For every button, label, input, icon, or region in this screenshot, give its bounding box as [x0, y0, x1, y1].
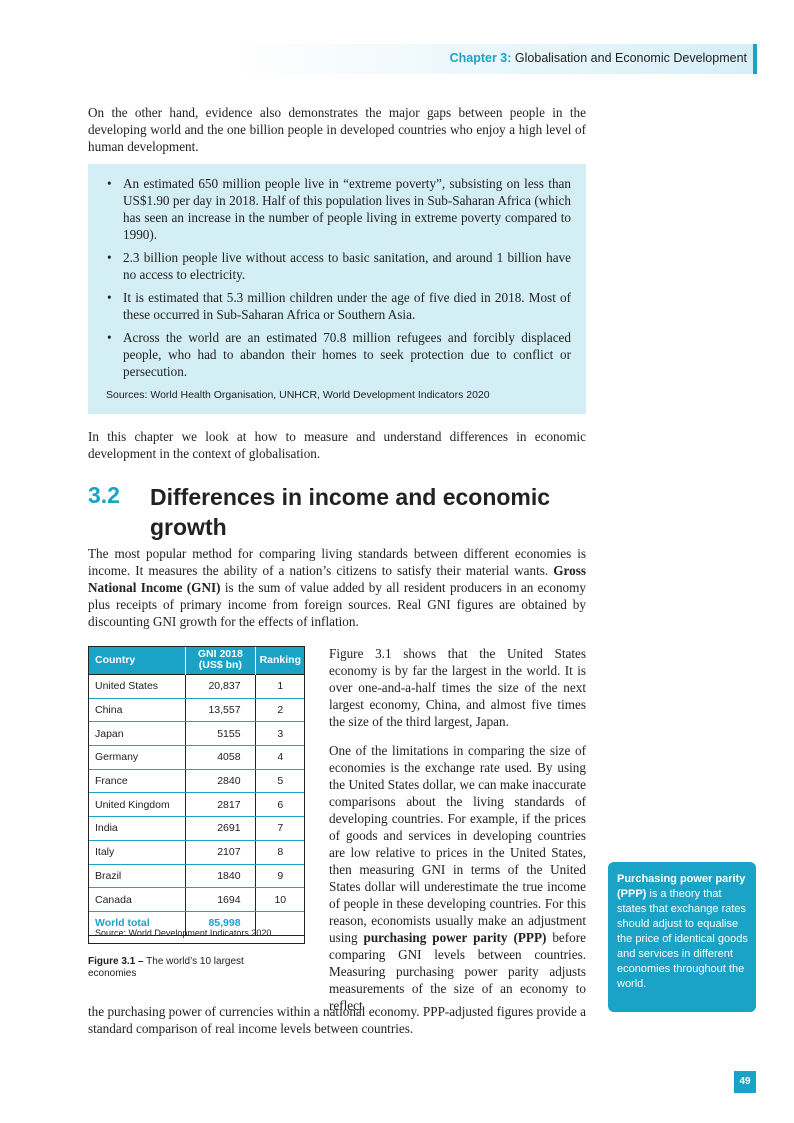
bullet-text: 2.3 billion people live without access t… [123, 250, 571, 282]
header-band [0, 44, 757, 74]
cell-gni: 2691 [185, 816, 256, 841]
figure-caption-text: The world’s 10 largest economies [88, 956, 244, 979]
table-header-row: Country GNI 2018 (US$ bn) Ranking [88, 646, 305, 675]
header-accent-bar [753, 44, 757, 74]
total-value: 85,998 [185, 911, 256, 936]
bullet-text: An estimated 650 million people live in … [123, 176, 571, 242]
definition-term: Purchasing power parity (PPP) [617, 873, 746, 900]
table-row: United Kingdom 2817 6 [88, 792, 305, 818]
section-title: Differences in income and economic growt… [150, 484, 551, 540]
cell-ranking: 9 [255, 864, 305, 889]
bullet-icon: • [107, 176, 112, 191]
list-item: • An estimated 650 million people live in… [106, 175, 571, 243]
cell-country: United States [88, 674, 186, 699]
para-text: One of the limitations in comparing the … [329, 743, 586, 945]
bullet-icon: • [107, 250, 112, 265]
column-header-country: Country [88, 646, 186, 675]
figure-discussion-paragraph: Figure 3.1 shows that the United States … [329, 646, 586, 729]
intro-paragraph: On the other hand, evidence also demonst… [88, 105, 586, 154]
column-header-gni: GNI 2018 (US$ bn) [185, 646, 256, 675]
cell-ranking: 6 [255, 792, 305, 818]
cell-ranking: 5 [255, 769, 305, 794]
para-text: The most popular method for comparing li… [88, 546, 586, 578]
cell-country: China [88, 698, 186, 723]
table-row: Japan 5155 3 [88, 721, 305, 747]
cell-gni: 13,557 [185, 698, 256, 723]
table-row: India 2691 7 [88, 816, 305, 841]
cell-ranking: 1 [255, 674, 305, 699]
chapter-title: Globalisation and Economic Development [514, 51, 747, 65]
cell-country: India [88, 816, 186, 841]
running-header: Chapter 3: Globalisation and Economic De… [450, 51, 747, 65]
table-row: Italy 2107 8 [88, 840, 305, 865]
table-row: Germany 4058 4 [88, 745, 305, 770]
exchange-rate-paragraph: One of the limitations in comparing the … [329, 742, 586, 1014]
cell-gni: 1694 [185, 887, 256, 912]
column-header-ranking: Ranking [254, 646, 305, 675]
cell-gni: 20,837 [185, 674, 256, 699]
total-ranking [255, 911, 305, 936]
chapter-label: Chapter 3: [449, 51, 512, 65]
figure-label: Figure 3.1 – [88, 956, 144, 967]
bullet-text: It is estimated that 5.3 million childre… [123, 290, 571, 322]
table-source: Source: World Development Indicators 202… [88, 922, 305, 944]
chapter-intro-paragraph: In this chapter we look at how to measur… [88, 429, 586, 461]
bullet-text: Across the world are an estimated 70.8 m… [123, 330, 571, 379]
cell-country: France [88, 769, 186, 794]
cell-gni: 1840 [185, 864, 256, 889]
table-row: Canada 1694 10 [88, 887, 305, 912]
definition-text: is a theory that states that exchange ra… [617, 888, 748, 990]
box-sources: Sources: World Health Organisation, UNHC… [106, 389, 490, 401]
facts-list: • An estimated 650 million people live in… [106, 175, 571, 386]
page-number: 49 [734, 1071, 756, 1093]
total-label: World total [88, 911, 186, 936]
para-text: is the sum of value added by all residen… [88, 580, 587, 629]
list-item: • Across the world are an estimated 70.8 … [106, 329, 571, 380]
cell-ranking: 2 [255, 698, 305, 723]
cell-ranking: 10 [255, 887, 305, 912]
table-total-row: World total 85,998 [88, 911, 305, 936]
key-term: purchasing power parity (PPP) [363, 930, 547, 945]
cell-country: United Kingdom [88, 792, 186, 818]
gni-paragraph: The most popular method for comparing li… [88, 545, 586, 630]
ppp-paragraph: the purchasing power of currencies withi… [88, 1004, 586, 1036]
cell-ranking: 7 [255, 816, 305, 841]
cell-gni: 2107 [185, 840, 256, 865]
cell-ranking: 3 [255, 721, 305, 747]
list-item: • 2.3 billion people live without access … [106, 249, 571, 283]
cell-gni: 2817 [185, 792, 256, 818]
cell-gni: 5155 [185, 721, 256, 747]
table-row: United States 20,837 1 [88, 674, 305, 699]
section-number: 3.2 [88, 482, 120, 508]
cell-country: Italy [88, 840, 186, 865]
cell-country: Canada [88, 887, 186, 912]
table-row: France 2840 5 [88, 769, 305, 794]
facts-box: • An estimated 650 million people live in… [88, 164, 586, 414]
figure-caption: Figure 3.1 – The world’s 10 largest econ… [88, 956, 288, 980]
bullet-icon: • [107, 290, 112, 305]
cell-gni: 2840 [185, 769, 256, 794]
cell-country: Germany [88, 745, 186, 770]
gni-table: Country GNI 2018 (US$ bn) Ranking United… [88, 646, 305, 936]
cell-country: Brazil [88, 864, 186, 889]
list-item: • It is estimated that 5.3 million childr… [106, 289, 571, 323]
key-term: Gross National Income (GNI) [88, 563, 586, 595]
cell-ranking: 4 [255, 745, 305, 770]
cell-gni: 4058 [185, 745, 256, 770]
cell-ranking: 8 [255, 840, 305, 865]
table-row: China 13,557 2 [88, 698, 305, 723]
bullet-icon: • [107, 330, 112, 345]
para-text: before comparing GNI levels between coun… [329, 930, 586, 1013]
cell-country: Japan [88, 721, 186, 747]
table-row: Brazil 1840 9 [88, 864, 305, 889]
definition-sidebar: Purchasing power parity (PPP) is a theor… [608, 862, 756, 1012]
